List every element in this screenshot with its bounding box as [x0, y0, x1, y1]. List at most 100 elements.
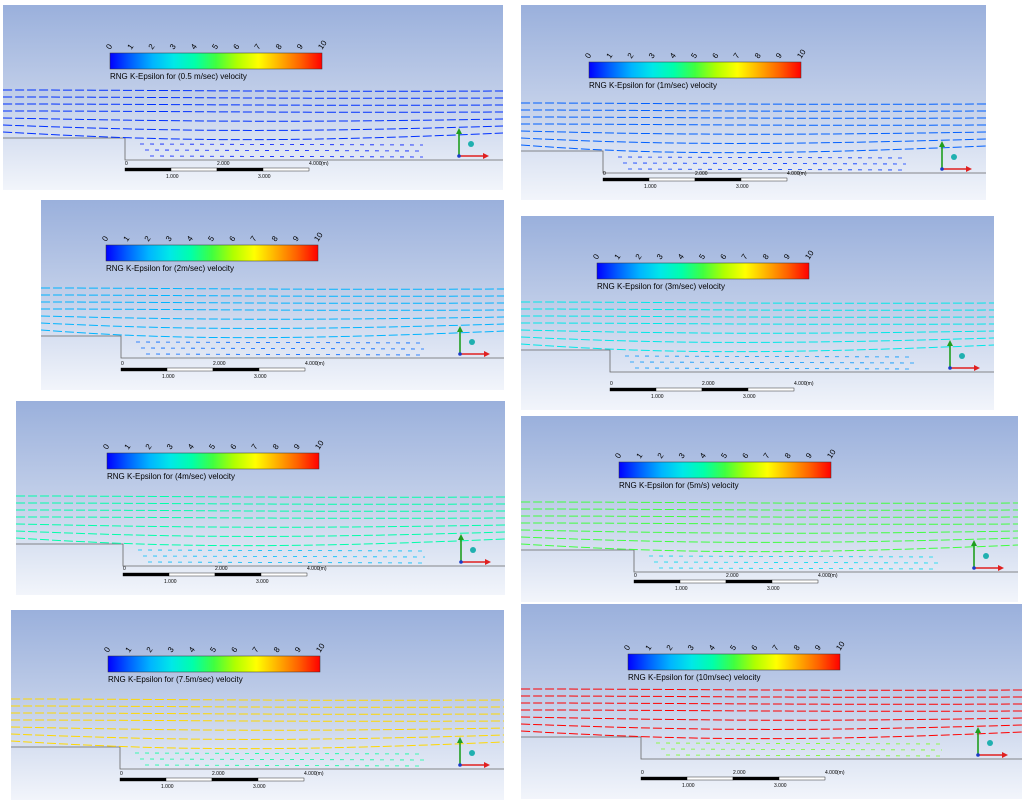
- recirculation-vector: [634, 367, 915, 370]
- panel-title: RNG K-Epsilon for (5m/s) velocity: [619, 481, 739, 490]
- scale-label: 0: [120, 771, 123, 777]
- streamline: [11, 698, 504, 701]
- contour-panel: 0 1 2 3 4 5 6 7 8 9 10 RNG K-Epsilon for (7.5m/sec)…: [11, 610, 504, 800]
- velocity-vector-plot: 0 1 2 3 4 5 6 7 8 9 10 RNG K-Epsilon for (4m/sec) v…: [16, 438, 505, 585]
- panel-title: RNG K-Epsilon for (10m/sec) velocity: [628, 673, 760, 682]
- streamline: [3, 96, 503, 99]
- panel-title: RNG K-Epsilon for (0.5 m/sec) velocity: [110, 72, 247, 81]
- scale-label: 3.000: [258, 174, 271, 180]
- scale-bar-segment: [212, 367, 260, 372]
- streamline: [16, 523, 505, 528]
- x-axis-arrowhead: [484, 762, 490, 768]
- streamline: [521, 130, 986, 135]
- scale-label: 0: [603, 171, 606, 177]
- recirculation-vector: [134, 752, 425, 755]
- colorbar-tick-label: 4: [187, 645, 197, 654]
- streamline: [521, 322, 994, 325]
- scale-label: 4.000: [794, 381, 807, 387]
- colorbar: [588, 61, 802, 79]
- streamline: [521, 123, 986, 126]
- scale-bar-segment: [211, 777, 259, 782]
- scale-label: 3.000: [253, 784, 266, 790]
- scale-label: 3.000: [254, 374, 267, 380]
- y-axis-arrowhead: [458, 534, 464, 540]
- scale-label: 1.000: [651, 394, 664, 400]
- scale-bar-segment: [122, 572, 170, 577]
- recirculation-vector: [139, 758, 425, 761]
- recirculation-vector: [144, 149, 424, 152]
- colorbar: [627, 653, 841, 671]
- colorbar-tick-label: 8: [753, 51, 763, 60]
- scale-bar-segment: [609, 387, 657, 392]
- streamline: [11, 733, 504, 740]
- colorbar-tick-label: 1: [125, 42, 135, 51]
- colorbar-tick-label: 2: [143, 234, 153, 243]
- streamline: [3, 117, 503, 122]
- scale-label: 2.000: [213, 361, 226, 367]
- streamline: [521, 723, 1022, 730]
- y-axis-arrowhead: [456, 128, 462, 134]
- colorbar-tick-label: 1: [122, 442, 132, 451]
- colorbar-tick-label: 6: [740, 451, 750, 460]
- scale-label: 4.000: [304, 771, 317, 777]
- scale-bar-segment: [262, 167, 310, 172]
- colorbar-tick-label: 6: [227, 234, 237, 243]
- scale-bar-segment: [119, 777, 167, 782]
- scale-label: 4.000: [307, 566, 320, 572]
- scale-unit: (m): [799, 171, 807, 177]
- colorbar-tick-label: 4: [698, 451, 708, 460]
- colorbar-tick-label: 0: [100, 234, 110, 243]
- streamline: [16, 516, 505, 519]
- recirculation-vector: [145, 353, 425, 356]
- contour-panel: 0 1 2 3 4 5 6 7 8 9 10 RNG K-Epsilon for (5m/s) vel…: [521, 416, 1018, 602]
- scale-label: 2.000: [695, 171, 708, 177]
- recirculation-vector: [622, 162, 907, 165]
- velocity-vector-plot: 0 1 2 3 4 5 6 7 8 9 10 RNG K-Epsilon for (3m/sec) v…: [521, 248, 994, 400]
- scale-bar-segment: [778, 776, 826, 781]
- step-boundary: [521, 349, 994, 373]
- colorbar-tick-label: 2: [656, 451, 666, 460]
- colorbar-tick-label: 3: [677, 451, 687, 460]
- scale-bar-segment: [258, 367, 306, 372]
- streamline: [521, 709, 1022, 712]
- scale-label: 1.000: [166, 174, 179, 180]
- scale-label: 0: [610, 381, 613, 387]
- colorbar-tick-label: 7: [762, 451, 772, 460]
- streamline: [521, 543, 1018, 553]
- scale-unit: (m): [806, 381, 814, 387]
- streamline: [3, 131, 503, 141]
- scale-label: 1.000: [682, 783, 695, 789]
- panel-title: RNG K-Epsilon for (3m/sec) velocity: [597, 282, 725, 291]
- recirculation-vector: [149, 155, 424, 158]
- colorbar-tick-label: 1: [634, 451, 644, 460]
- recirculation-vector: [144, 764, 425, 767]
- colorbar-tick-label: 6: [718, 252, 728, 261]
- streamline: [521, 315, 994, 318]
- scale-label: 3.000: [256, 579, 269, 585]
- streamline: [521, 116, 986, 119]
- colorbar-tick-label: 1: [121, 234, 131, 243]
- recirculation-vector: [142, 555, 426, 558]
- scale-label: 3.000: [774, 783, 787, 789]
- scale-bar-segment: [640, 776, 688, 781]
- streamline: [11, 726, 504, 731]
- colorbar-tick-label: 10: [313, 438, 326, 451]
- scale-label: 4.000: [825, 770, 838, 776]
- y-axis-arrowhead: [971, 540, 977, 546]
- colorbar-tick-label: 10: [834, 639, 847, 652]
- colorbar-tick-label: 5: [689, 51, 699, 60]
- streamline: [41, 301, 504, 304]
- colorbar-tick-label: 2: [147, 42, 157, 51]
- colorbar-tick-label: 2: [626, 51, 636, 60]
- colorbar-tick-label: 8: [792, 643, 802, 652]
- colorbar-tick-label: 8: [783, 451, 793, 460]
- colorbar-tick-label: 9: [295, 42, 305, 51]
- colorbar-tick-label: 10: [825, 447, 838, 460]
- scale-unit: (m): [316, 771, 324, 777]
- contour-panel: 0 1 2 3 4 5 6 7 8 9 10 RNG K-Epsilon for (10m/sec) …: [521, 604, 1022, 799]
- scale-bar-segment: [740, 177, 788, 182]
- colorbar-tick-label: 6: [231, 42, 241, 51]
- colorbar-tick-label: 6: [228, 442, 238, 451]
- streamline: [521, 109, 986, 112]
- streamline: [41, 294, 504, 297]
